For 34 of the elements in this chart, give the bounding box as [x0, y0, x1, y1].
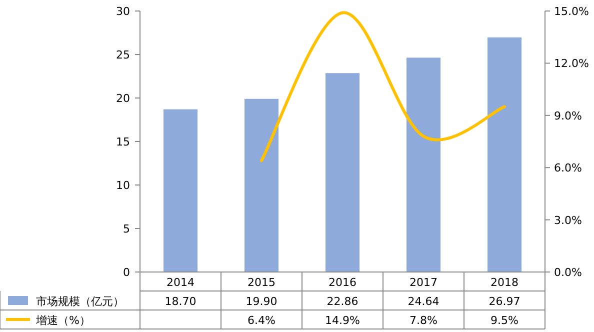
- legend-label: 增速（%）: [35, 314, 90, 327]
- y-tick-label: 20: [116, 92, 130, 105]
- x-tick-label: 2014: [166, 276, 194, 289]
- y2-tick-label: 6.0%: [554, 162, 582, 175]
- data-label: 26.97: [488, 295, 520, 308]
- y-tick-label: 15: [116, 136, 130, 148]
- bar: [406, 58, 441, 272]
- data-label: 19.90: [246, 295, 278, 308]
- data-label: 14.9%: [325, 314, 360, 327]
- data-label: 22.86: [326, 295, 358, 308]
- y-tick-label: 0: [123, 266, 130, 279]
- data-label: 6.4%: [248, 314, 276, 327]
- y2-tick-label: 12.0%: [554, 57, 589, 70]
- bar: [487, 37, 522, 272]
- y2-tick-label: 0.0%: [554, 266, 582, 279]
- data-label: 24.64: [408, 295, 440, 308]
- bar: [325, 73, 360, 272]
- bar: [163, 109, 198, 272]
- data-label: 18.70: [164, 295, 196, 308]
- y-tick-label: 5: [123, 222, 130, 236]
- data-label: 7.8%: [410, 314, 438, 327]
- bar: [244, 98, 279, 272]
- y2-tick-label: 9.0%: [554, 109, 582, 122]
- y2-tick-label: 15.0%: [554, 5, 589, 18]
- y2-tick-label: 3.0%: [554, 214, 582, 227]
- y-tick-label: 10: [116, 179, 130, 192]
- data-label: 9.5%: [490, 314, 518, 327]
- x-tick-label: 2015: [248, 276, 276, 289]
- y-tick-label: 30: [116, 5, 130, 18]
- x-tick-label: 2016: [328, 276, 356, 289]
- legend-label: 市场规模（亿元）: [36, 295, 124, 308]
- x-tick-label: 2017: [410, 276, 438, 289]
- x-tick-label: 2018: [490, 276, 518, 289]
- y-tick-label: 25: [116, 48, 130, 62]
